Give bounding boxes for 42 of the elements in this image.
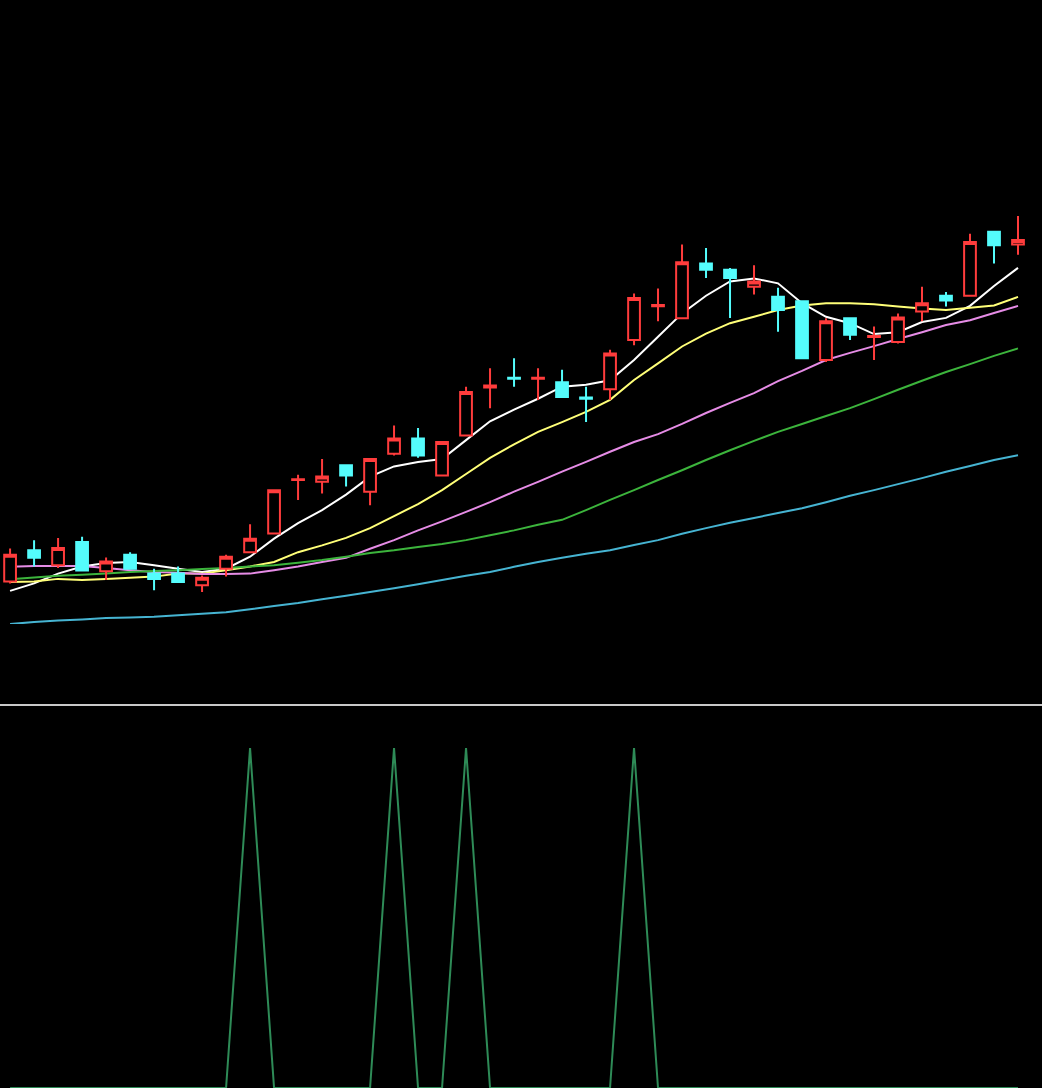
candlestick [651,287,665,323]
candlestick [315,457,329,495]
candlestick [603,348,617,401]
candlestick [123,551,137,570]
candlestick [75,535,89,572]
candlestick [243,523,257,554]
candlestick [483,367,497,410]
candlestick [915,285,929,323]
candlestick [747,264,761,296]
candlestick [195,574,209,594]
candlestick [291,473,305,501]
candlestick [867,325,881,362]
candlestick [843,316,857,342]
candlestick [363,457,377,507]
candlestick [267,489,281,536]
candlestick [627,292,641,347]
candlestick [891,312,905,345]
candlestick [771,286,785,333]
candlestick [147,567,161,592]
candlestick [723,266,737,319]
candlestick [387,424,401,457]
candlestick [963,232,977,297]
candlestick [459,385,473,437]
candlestick [987,230,1001,265]
candlestick [795,300,809,360]
candlestick [531,367,545,401]
candlestick [411,427,425,459]
candlestick [939,290,953,308]
candlestick [99,556,113,581]
candlestick [435,441,449,478]
candlestick [579,385,593,424]
candlestick [27,539,41,568]
candlestick [675,243,689,320]
candlestick [171,565,185,585]
candlestick [555,368,569,398]
candlestick [339,464,353,488]
candlestick [819,317,833,363]
candlestick [219,553,233,578]
candlestick [507,357,521,388]
candlestick [51,536,65,569]
candlestick [699,246,713,280]
candlestick [1011,216,1025,256]
